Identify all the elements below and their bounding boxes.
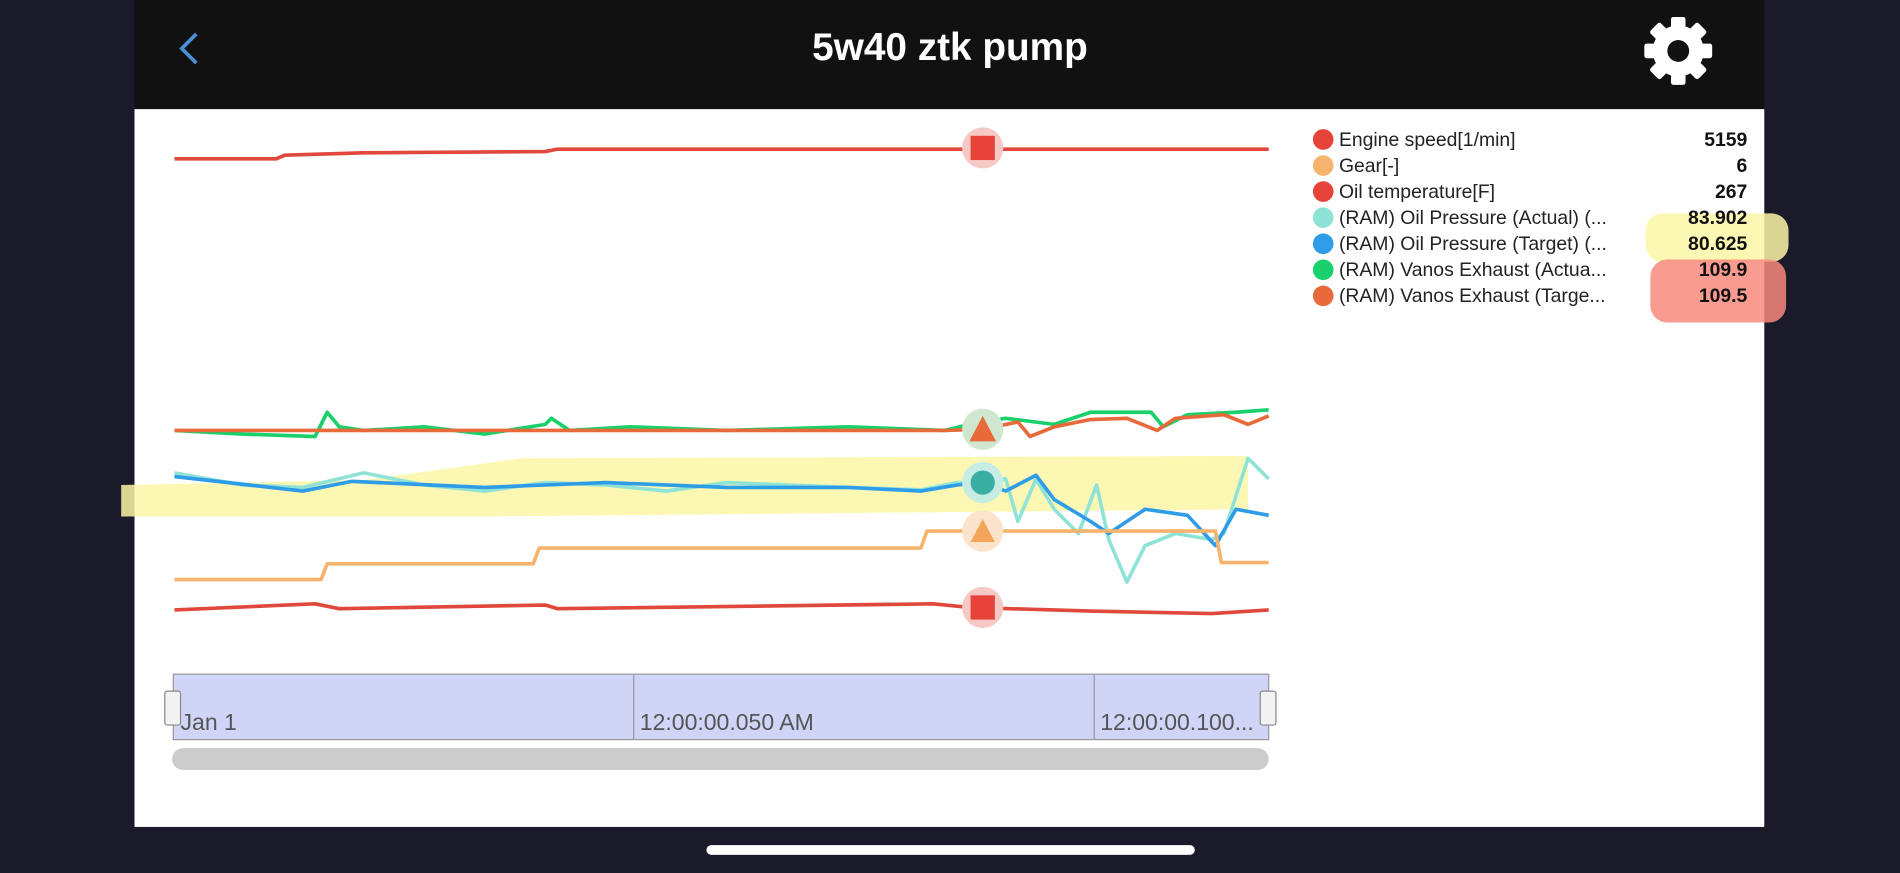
scrollbar[interactable] — [172, 748, 1269, 770]
highlight — [1650, 259, 1787, 323]
legend-name: (RAM) Vanos Exhaust (Targe... — [1339, 285, 1606, 307]
cursor-markers — [962, 127, 1004, 629]
navigator-handle[interactable] — [1259, 690, 1277, 726]
highlight — [1645, 213, 1789, 262]
legend-name: (RAM) Oil Pressure (Target) (... — [1339, 233, 1607, 255]
legend-value: 109.5 — [1699, 285, 1748, 307]
legend-value: 80.625 — [1688, 233, 1747, 255]
marker — [970, 470, 995, 495]
legend-name: Gear[-] — [1339, 155, 1399, 177]
legend-swatch — [1312, 285, 1334, 307]
legend: Engine speed[1/min] 5159 Gear[-] 6 Oil tempe… — [1312, 129, 1748, 307]
settings-button[interactable] — [1644, 16, 1713, 85]
home-indicator — [706, 845, 1195, 855]
chart-lines — [174, 147, 1270, 616]
legend-name: (RAM) Oil Pressure (Actual) (... — [1339, 207, 1607, 229]
legend-swatch — [1312, 181, 1334, 202]
legend-swatch — [1312, 129, 1334, 150]
navigator-label: 12:00:00.100... — [1100, 709, 1254, 735]
legend-value: 83.902 — [1688, 207, 1747, 229]
legend-value: 5159 — [1704, 129, 1747, 151]
legend-swatch — [1312, 233, 1334, 255]
oil-temp-line — [174, 602, 1269, 616]
legend-name: Oil temperature[F] — [1339, 181, 1495, 203]
header-bar — [134, 0, 1765, 110]
gear-line — [174, 529, 1269, 582]
marker — [969, 415, 997, 442]
navigator-label: Jan 1 — [181, 709, 237, 735]
marker — [970, 135, 995, 161]
legend-value: 267 — [1715, 181, 1747, 203]
marker — [970, 595, 995, 620]
vanos-target-line — [174, 412, 1270, 439]
navigator-handle[interactable] — [164, 690, 182, 726]
legend-swatch — [1312, 155, 1334, 176]
oil-pressure-target-line — [174, 473, 1270, 548]
engine-speed-line — [174, 147, 1269, 161]
legend-swatch — [1312, 207, 1334, 228]
legend-value: 109.9 — [1699, 259, 1748, 281]
legend-name: (RAM) Vanos Exhaust (Actua... — [1339, 259, 1607, 281]
legend-name: Engine speed[1/min] — [1339, 129, 1516, 151]
title: 5w40 ztk pump — [812, 26, 1088, 69]
legend-swatch — [1312, 259, 1334, 281]
navigator-label: 12:00:00.050 AM — [640, 709, 814, 735]
back-button[interactable] — [179, 32, 198, 65]
marker — [970, 518, 995, 542]
legend-value: 6 — [1737, 155, 1748, 177]
